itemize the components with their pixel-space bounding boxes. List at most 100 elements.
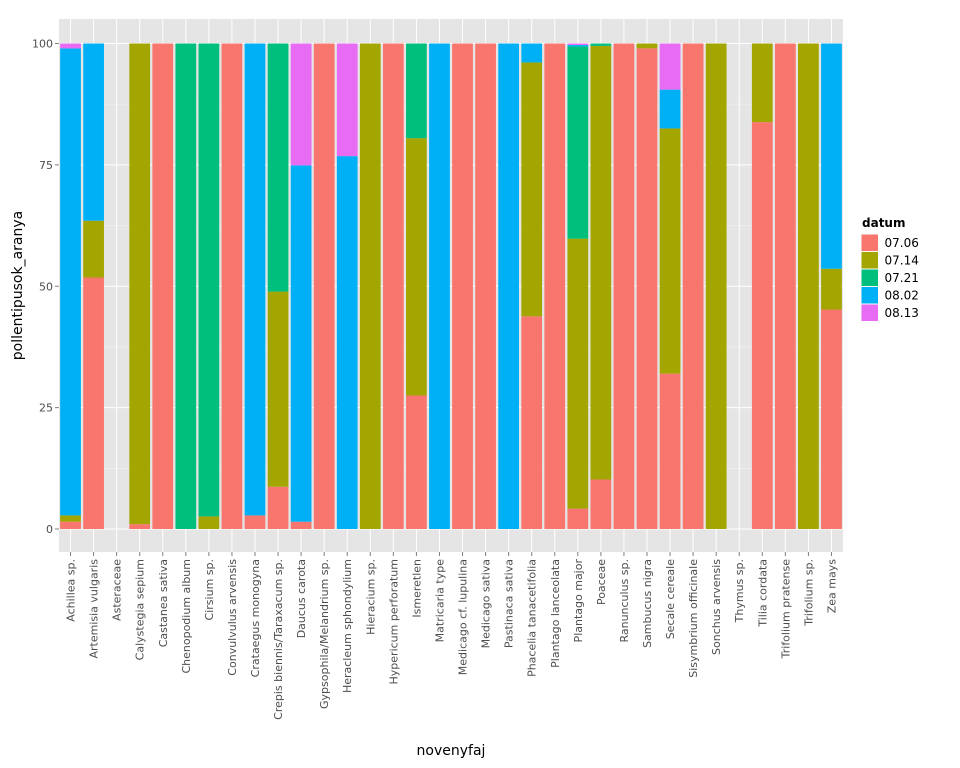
x-axis-title: novenyfaj	[417, 743, 486, 759]
x-tick-label: Achillea sp.	[65, 559, 78, 622]
bar-segment	[359, 43, 381, 529]
bar-segment	[60, 521, 81, 529]
x-tick-label: Sisymbrium officinale	[687, 559, 700, 678]
bar-segment	[221, 43, 243, 529]
x-tick-label: Crataegus monogyna	[249, 559, 262, 677]
bar-segment	[636, 48, 658, 529]
bar-segment	[336, 156, 358, 530]
x-tick-label: Plantago lanceolata	[549, 559, 562, 668]
bar-segment	[567, 46, 589, 239]
bar-segment	[821, 43, 842, 269]
x-tick-label: Trifolium sp.	[802, 559, 815, 627]
y-tick-label: 0	[46, 523, 53, 536]
bar-segment	[659, 89, 681, 129]
bar-segment	[429, 43, 450, 529]
bar-segment	[590, 43, 612, 46]
bar-segment	[590, 479, 612, 529]
bar-segment	[659, 128, 681, 374]
bar-segment	[590, 45, 612, 480]
bar-segment	[682, 43, 704, 529]
x-tick-label: Chenopodium album	[180, 559, 193, 674]
bar-segment	[290, 165, 312, 522]
bar-segment	[83, 43, 104, 221]
bar-segment	[83, 220, 104, 278]
legend-key	[861, 304, 878, 321]
bar-segment	[83, 277, 104, 529]
legend-title: datum	[862, 216, 905, 230]
bar-segment	[198, 43, 220, 517]
x-tick-label: Ranunculus sp.	[618, 559, 631, 643]
bar-segment	[267, 486, 289, 529]
x-tick-label: Sonchus arvensis	[710, 559, 723, 655]
bar-segment	[175, 43, 197, 529]
bar-segment	[406, 43, 427, 139]
x-tick-label: Hypericum perforatum	[387, 559, 400, 684]
x-tick-label: Trifolium pratense	[779, 559, 792, 660]
x-tick-label: Asteraceae	[111, 559, 124, 621]
legend-label: 07.21	[885, 271, 919, 285]
bar-segment	[613, 43, 635, 529]
bar-segment	[751, 43, 773, 123]
bar-segment	[244, 43, 266, 516]
y-axis-title: pollentipusok_aranya	[10, 211, 26, 360]
x-tick-label: Convulvulus arvensis	[226, 559, 239, 676]
bar-segment	[798, 43, 819, 529]
x-tick-label: Plantago major	[572, 559, 585, 643]
bar-segment	[821, 268, 842, 310]
bar-segment	[313, 43, 335, 529]
bar-segment	[152, 43, 174, 529]
bar-segment	[198, 516, 220, 529]
bar-segment	[60, 515, 81, 522]
x-tick-label: Calystegia sepium	[134, 559, 147, 660]
bar-segment	[498, 43, 520, 529]
x-tick-label: Daucus carota	[295, 559, 308, 638]
x-tick-label: Poaceae	[595, 559, 608, 605]
x-tick-label: Sambucus nigra	[641, 559, 654, 648]
bar-segment	[659, 43, 681, 90]
y-tick-label: 100	[32, 38, 53, 51]
x-tick-label: Heracleum sphondylium	[341, 559, 354, 693]
y-tick-label: 25	[39, 402, 53, 415]
bar-segment	[406, 395, 427, 529]
legend-key	[861, 252, 878, 269]
bar-segment	[244, 515, 266, 529]
x-tick-label: Crepis biennis/Taraxacum sp.	[272, 559, 285, 720]
bar-segment	[290, 521, 312, 529]
legend-label: 08.13	[885, 306, 919, 320]
legend-label: 08.02	[885, 288, 919, 302]
x-tick-label: Tilia cordata	[756, 559, 769, 628]
legend-key	[861, 234, 878, 251]
bar-segment	[406, 138, 427, 396]
x-tick-label: Thymus sp.	[733, 559, 746, 623]
y-axis: 0 25 50 75 100	[32, 38, 59, 536]
legend: datum 07.06 07.14 07.21 08.02 08.13	[860, 216, 919, 322]
bar-segment	[521, 43, 543, 63]
x-tick-label: Artemisia vulgaris	[88, 559, 101, 659]
bar-segment	[521, 62, 543, 317]
bar-segment	[336, 43, 358, 157]
bar-segment	[267, 43, 289, 292]
x-tick-label: Hieracium sp.	[364, 559, 377, 635]
legend-key	[861, 287, 878, 304]
bar-segment	[567, 508, 589, 529]
bar-segment	[774, 43, 796, 529]
bar-segment	[751, 122, 773, 529]
bar-segment	[544, 43, 566, 529]
y-tick-label: 50	[39, 280, 53, 293]
x-tick-label: Secale cereale	[664, 559, 677, 640]
x-tick-label: Matricaria type	[433, 559, 446, 643]
bar-segment	[821, 309, 842, 529]
y-tick-label: 75	[39, 159, 53, 172]
x-tick-label: Pastinaca sativa	[503, 559, 516, 648]
x-tick-label: Cirsium sp.	[203, 559, 216, 620]
x-tick-label: Gypsophila/Melandrium sp.	[318, 559, 331, 709]
x-tick-label: Medicago cf. lupulina	[457, 559, 470, 675]
bar-segment	[452, 43, 473, 529]
x-tick-label: Phacelia tanacetifolia	[526, 559, 539, 677]
x-tick-label: Zea mays	[825, 559, 838, 614]
bar-segment	[129, 524, 151, 529]
bars	[60, 43, 842, 530]
bar-segment	[567, 43, 589, 45]
x-tick-label: Castanea sativa	[157, 559, 170, 647]
